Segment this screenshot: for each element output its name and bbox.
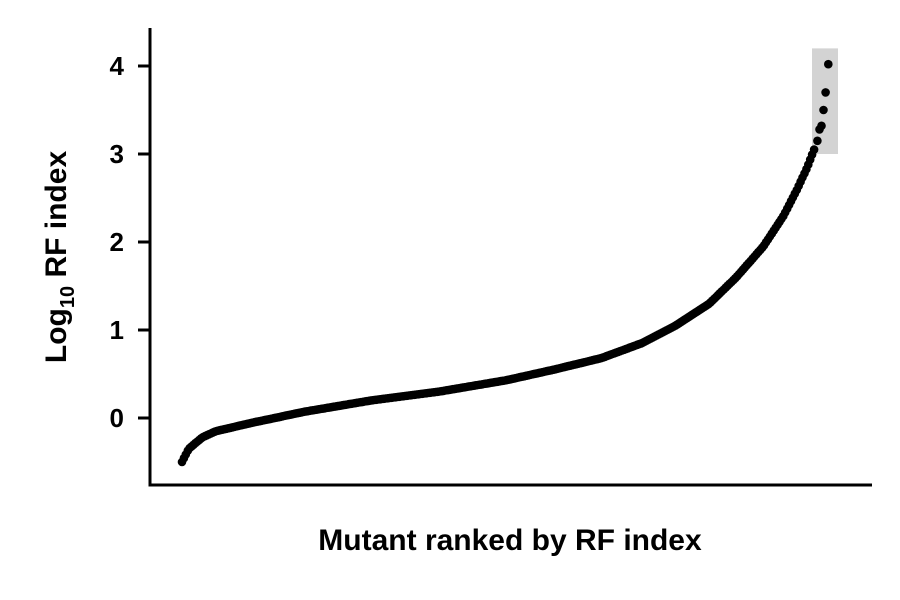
data-point xyxy=(819,105,828,115)
y-axis-title: Log10 RF index xyxy=(40,151,79,364)
data-point xyxy=(821,88,830,97)
y-tick-label-1: 1 xyxy=(110,315,124,345)
x-axis-title: Mutant ranked by RF index xyxy=(318,524,702,557)
data-point xyxy=(824,59,833,69)
data-point xyxy=(813,136,822,146)
data-points xyxy=(177,59,833,467)
y-axis-ticks: 0 1 2 3 4 xyxy=(110,51,150,433)
axes xyxy=(148,28,872,487)
y-tick-label-3: 3 xyxy=(110,139,124,169)
y-tick-label-4: 4 xyxy=(110,51,125,81)
y-tick-label-2: 2 xyxy=(110,227,124,257)
y-tick-label-0: 0 xyxy=(110,403,124,433)
y-axis-title-subscript: 10 xyxy=(57,286,79,308)
data-point xyxy=(809,145,819,154)
data-point xyxy=(817,121,826,131)
